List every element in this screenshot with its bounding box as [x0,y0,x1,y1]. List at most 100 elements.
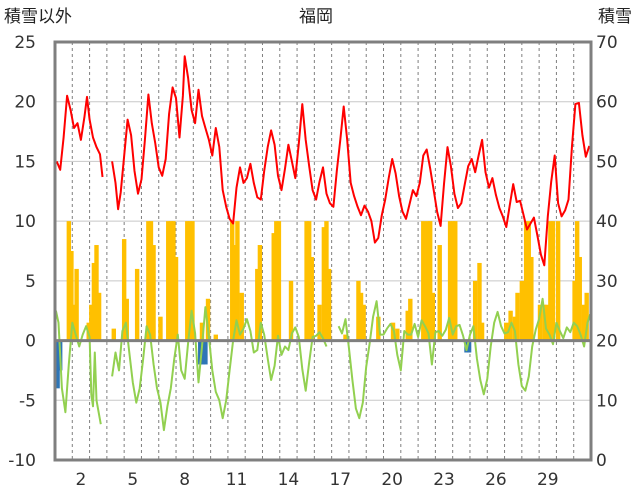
bar [408,298,413,341]
x-tick-label: 2 [76,470,87,490]
bar [356,280,361,341]
bar [198,340,203,365]
x-tick-label: 11 [226,470,248,490]
series-layer [54,55,592,432]
bar [151,245,156,341]
x-tick-label: 29 [537,470,559,490]
bar [239,292,244,341]
bar [200,340,206,365]
right-axis-label: 積雪 [598,7,632,27]
y-tick-label: 50 [596,152,618,172]
bar [358,292,364,341]
series-line [54,310,102,425]
bar [255,268,260,341]
bar [453,221,458,341]
bar [537,304,543,341]
left-axis-ticks: 25 20 15 10 5 0 -5 -10 [8,33,36,471]
bar [584,292,589,341]
bar [55,340,60,389]
bar [124,298,129,341]
y-tick-label: 0 [596,451,607,471]
y-tick-label: 70 [596,33,618,53]
bar [274,221,279,341]
bar [304,221,309,341]
bar [69,251,74,341]
bar [574,221,580,341]
bar [326,268,332,341]
bar [376,316,381,341]
series-line [337,297,592,420]
bar [71,304,77,341]
bar [146,221,151,341]
bar [577,256,582,341]
bar [548,221,553,341]
x-tick-label: 5 [127,470,138,490]
bar [450,221,455,341]
y-tick-label: 20 [14,93,36,113]
bar [66,221,72,341]
y-tick-label: 25 [14,33,36,53]
y-tick-label: 60 [596,93,618,113]
bar [230,221,235,341]
x-tick-label: 14 [278,470,300,490]
x-tick-label: 8 [179,470,190,490]
bar [466,340,472,353]
y-tick-label: -10 [8,451,36,471]
x-tick-label: 20 [381,470,403,490]
y-tick-label: 20 [596,332,618,352]
y-tick-label: -5 [19,391,36,411]
y-tick-label: 0 [25,332,36,352]
bar [89,304,94,341]
x-tick-label: 23 [433,470,455,490]
chart-title: 福岡 [299,7,333,27]
bar [550,221,556,341]
x-tick-label: 26 [485,470,507,490]
left-axis-label: 積雪以外 [4,7,72,27]
bar [91,262,97,341]
bar [581,304,587,341]
bar [430,292,435,341]
bar [166,221,171,341]
right-axis-ticks: 70 60 50 40 30 20 10 0 [596,33,618,471]
bar [515,292,520,341]
series-line [111,306,328,432]
bar [276,221,282,341]
y-tick-label: 40 [596,212,618,232]
x-axis-ticks: 2 5 8 11 14 17 20 23 26 29 [76,470,559,490]
bar [504,322,509,341]
bar [168,221,174,341]
bar [544,304,550,341]
bar [213,334,218,341]
bar [343,334,348,341]
plot-frame [53,40,593,462]
y-tick-label: 15 [14,152,36,172]
x-tick-label: 17 [329,470,351,490]
bar [235,221,240,341]
bar [190,221,195,341]
bar [134,268,140,341]
bar [477,262,482,341]
bar [158,316,163,341]
bar [395,328,400,341]
bar [361,304,366,341]
bar [185,221,190,341]
bar [111,328,116,341]
bar [232,245,238,341]
bar [529,256,534,341]
y-tick-label: 10 [596,391,618,411]
bar [271,233,276,341]
y-tick-label: 30 [596,272,618,292]
bar [148,221,154,341]
bar [306,221,312,341]
bar [555,221,561,341]
bar [74,268,79,341]
bar [421,221,426,341]
bar [257,245,263,341]
bar [96,292,102,341]
bar [479,322,485,341]
bar [428,221,433,341]
bar [205,298,211,341]
bar [288,280,294,341]
bar [321,227,327,341]
